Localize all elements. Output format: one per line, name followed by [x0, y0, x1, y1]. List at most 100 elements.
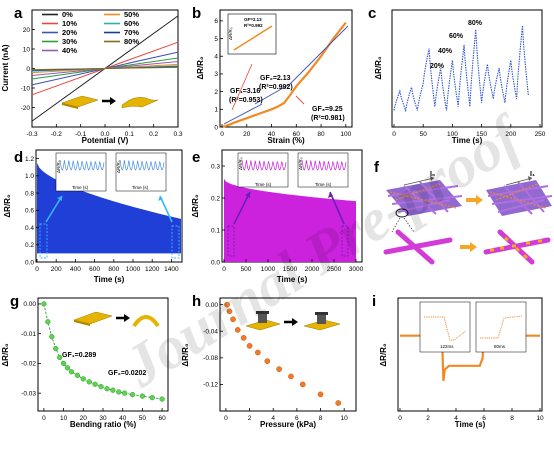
legend-label: 50%: [124, 10, 139, 19]
x-tick-label: 10: [536, 415, 544, 422]
panel-a: a 0%10%20%30%40%50%60%70%80% -0.3 -0.2 -0.…: [1, 5, 183, 145]
x-tick-label: 0: [35, 266, 39, 273]
y-axis-label-i: ΔR/R₀: [379, 343, 388, 367]
data-point: [230, 316, 236, 323]
inset-1-label-i: 122ms: [440, 344, 454, 349]
data-point: [64, 365, 71, 371]
panel-label-a: a: [14, 5, 23, 22]
inset-left-line-e: [241, 159, 287, 171]
x-tick-label: 6: [295, 415, 299, 422]
data-point: [86, 379, 92, 385]
legend-label: 40%: [62, 46, 77, 55]
panel-label-e: e: [192, 149, 200, 166]
y-ticks-e: 0.0 0.1 0.2 0.3: [211, 163, 225, 266]
x-tick-label: 2: [426, 415, 430, 422]
series-line-b: [221, 21, 347, 129]
inset-r2-b: R²=0.992: [244, 23, 263, 28]
annotation-gf3-b: GF₃=9.25: [312, 106, 343, 113]
panel-f: f I₀ I₁: [374, 159, 553, 265]
inset-right-xlabel-e: Time (s): [315, 182, 332, 187]
y-tick-label: 0.2: [25, 242, 34, 249]
inset-2-line-i: [480, 315, 523, 339]
x-ticks-b: 0 20 40 60 80 100: [220, 124, 352, 138]
plot-frame-d: [35, 149, 183, 263]
data-point: [116, 389, 122, 395]
y-tick-label: 4: [214, 54, 218, 61]
arrow-inset-b: [231, 63, 253, 111]
inset-frame-b: [227, 13, 277, 55]
x-ticks-i: 0 2 4 6 8 10: [398, 408, 544, 422]
arrow-left-e: [233, 191, 251, 225]
x-tick-label: 0.2: [149, 131, 158, 138]
x-tick-label: 40: [268, 131, 276, 138]
y-tick-label: 0.00: [205, 302, 218, 309]
y-tick-label: 6: [214, 18, 218, 25]
data-point: [80, 376, 86, 382]
x-tick-label: 1200: [145, 266, 160, 273]
arrow-left-d: [45, 195, 63, 223]
arrow-gf3-b: [295, 95, 305, 105]
current-i1-label-f: I₁: [530, 171, 535, 178]
inset-left-xlabel-e: Time (s): [255, 182, 272, 187]
signal-band-e: [224, 178, 356, 262]
panel-c: c 20% 40% 60% 80% 0 50 100 150 200 250 Time (…: [368, 5, 546, 145]
annotation-gf2-g: GF₂=0.0202: [108, 370, 146, 377]
device-illustration-h: [245, 311, 341, 331]
data-point: [53, 345, 59, 352]
x-tick-label: 0: [392, 131, 396, 138]
x-tick-label: 10: [60, 415, 68, 422]
data-point: [45, 319, 51, 325]
x-ticks-a: -0.3 -0.2 -0.1 0.0 0.1 0.2 0.3: [26, 124, 183, 138]
legend-label: 70%: [124, 28, 139, 37]
x-tick-label: 2000: [305, 266, 320, 273]
y-axis-label-c: ΔR/R₀: [374, 56, 383, 80]
x-axis-label-i: Time (s): [455, 420, 486, 429]
x-tick-label: 1000: [261, 266, 276, 273]
x-tick-label: 1400: [164, 266, 179, 273]
x-tick-label: 0: [42, 415, 46, 422]
data-point: [264, 358, 271, 364]
x-tick-label: -0.1: [75, 131, 87, 138]
panel-label-f: f: [374, 159, 380, 176]
data-point: [122, 390, 128, 396]
legend-label: 30%: [62, 37, 77, 46]
inset-1-line-i: [424, 316, 467, 341]
x-axis-label-d: Time (s): [94, 275, 125, 284]
panel-label-h: h: [192, 293, 201, 310]
x-tick-label: 100: [340, 131, 351, 138]
inset-right-xlabel-d: Time (s): [132, 185, 149, 190]
x-tick-label: 50: [139, 415, 147, 422]
y-tick-label: 10: [23, 46, 31, 53]
y-axis-label-a: Current (nA): [1, 44, 10, 91]
series-lines-a: [31, 15, 179, 122]
legend-label: 60%: [124, 19, 139, 28]
fiber-network-left-f: [386, 176, 463, 218]
x-tick-label: 1500: [283, 266, 298, 273]
y-ticks-d: 0.0 0.2 0.4 0.6 0.8 1.0 1.2: [25, 156, 39, 266]
panel-label-d: d: [14, 149, 23, 166]
inset-left-ylabel-e: ΔR/R₀: [238, 157, 243, 170]
x-tick-label: 100: [447, 131, 458, 138]
plot-frame-i: [397, 297, 543, 412]
y-tick-label: 0.1: [211, 227, 220, 234]
fit-line-3-b: [289, 25, 349, 85]
panel-label-g: g: [10, 293, 19, 310]
y-axis-label-d: ΔR/R₀: [3, 194, 12, 218]
y-tick-label: 0.6: [25, 208, 34, 215]
y-ticks-a: -20 -10 0 10 20: [21, 27, 35, 112]
x-tick-label: 2500: [327, 266, 342, 273]
annotation-r2-2-b: (R²=0.992): [259, 84, 293, 91]
data-point: [110, 387, 116, 393]
points-g: [41, 301, 165, 402]
y-tick-label: 5: [214, 36, 218, 43]
annotation-gf1-g: GF₁=0.289: [62, 352, 96, 359]
y-tick-label: -20: [21, 105, 31, 112]
x-tick-label: -0.3: [26, 131, 38, 138]
fiber-network-right-f: [486, 176, 553, 216]
x-axis-label-c: Time (s): [452, 136, 483, 145]
x-tick-label: 600: [89, 266, 100, 273]
x-ticks-c: 0 50 100 150 200 250: [392, 124, 546, 138]
x-tick-label: 20: [243, 131, 251, 138]
data-point: [41, 301, 47, 307]
legend-label: 80%: [124, 37, 139, 46]
